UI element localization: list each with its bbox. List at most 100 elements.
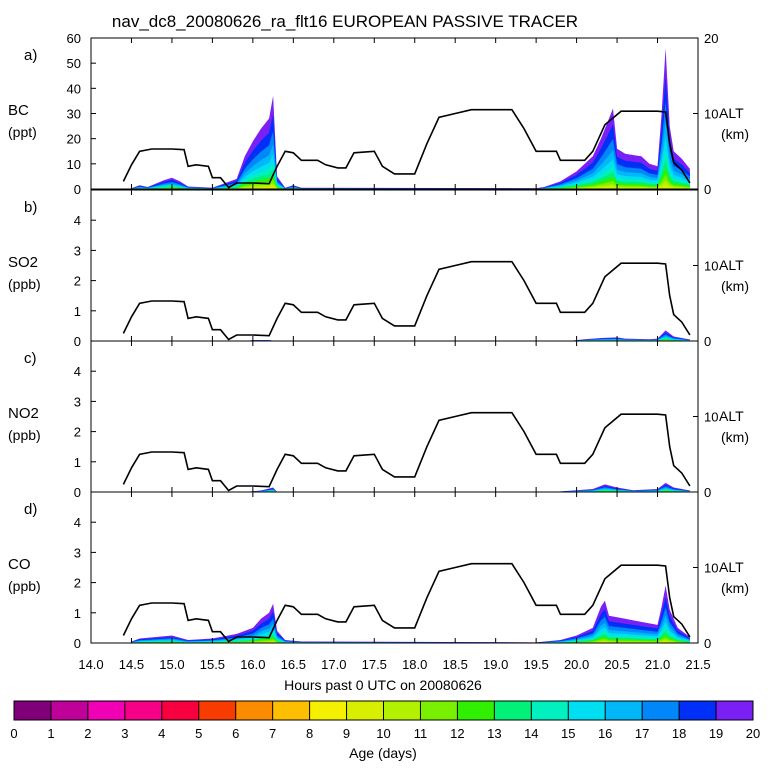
x-tick-label: 21.0 xyxy=(645,657,670,672)
alt-tick-label: 0 xyxy=(704,182,711,197)
x-axis: 14.0 14.5 15.0 15.5 16.0 16.5 17.0 17.5 18.0 18.5… xyxy=(78,657,710,672)
colorbar-swatch xyxy=(642,701,680,720)
species-label: NO2 xyxy=(8,405,39,422)
y-tick-label: 1 xyxy=(74,455,81,470)
y-tick-label: 60 xyxy=(67,31,81,46)
colorbar-swatch xyxy=(716,701,754,720)
colorbar-swatch xyxy=(124,701,163,720)
x-tick-label: 18.5 xyxy=(443,657,468,672)
x-tick-label: 18.0 xyxy=(402,657,427,672)
y-tick-label: 0 xyxy=(74,334,81,349)
colorbar-tick-label: 7 xyxy=(269,726,276,741)
colorbar-tick-label: 16 xyxy=(598,726,612,741)
colorbar-swatch xyxy=(568,701,606,720)
colorbar-swatch xyxy=(272,701,311,720)
unit-label: (ppb) xyxy=(8,427,41,443)
alt-axis-unit: (km) xyxy=(721,126,749,142)
y-tick-label: 10 xyxy=(67,157,81,172)
panel-letter: b) xyxy=(24,199,37,216)
panel-letter: d) xyxy=(24,501,37,518)
alt-axis-label: ALT xyxy=(719,408,744,424)
x-tick-label: 19.5 xyxy=(523,657,548,672)
colorbar-tick-label: 14 xyxy=(524,726,538,741)
altitude-line xyxy=(122,108,691,189)
altitude-line xyxy=(122,260,691,341)
colorbar-tick-label: 11 xyxy=(414,726,428,741)
colorbar-swatch xyxy=(383,701,421,720)
tracer-layer-10 xyxy=(131,184,690,189)
x-tick-label: 16.5 xyxy=(281,657,306,672)
alt-tick-label: 20 xyxy=(704,31,718,46)
y-tick-label: 1 xyxy=(74,606,81,621)
alt-tick-label: 10 xyxy=(704,410,718,425)
x-tick-label: 17.5 xyxy=(362,657,387,672)
colorbar-swatch xyxy=(161,701,200,720)
alt-tick-label: 10 xyxy=(704,561,718,576)
y-tick-label: 2 xyxy=(74,576,81,591)
x-axis-label: Hours past 0 UTC on 20080626 xyxy=(284,677,482,693)
y-tick-label: 3 xyxy=(74,394,81,409)
panels-group: 010203040506001020ALT(km)a)BC(ppt)012340… xyxy=(8,31,749,651)
colorbar-swatch xyxy=(309,701,348,720)
alt-axis-label: ALT xyxy=(719,559,744,575)
y-tick-label: 40 xyxy=(67,81,81,96)
colorbar-swatch xyxy=(87,701,126,720)
y-tick-label: 20 xyxy=(67,132,81,147)
colorbar-tick-label: 0 xyxy=(10,726,17,741)
species-label: BC xyxy=(8,102,29,119)
colorbar-tick-label: 2 xyxy=(84,726,91,741)
y-tick-label: 3 xyxy=(74,545,81,560)
species-label: CO xyxy=(8,556,31,573)
alt-tick-label: 0 xyxy=(704,334,711,349)
y-tick-label: 2 xyxy=(74,274,81,289)
panel-letter: c) xyxy=(24,350,37,367)
y-tick-label: 2 xyxy=(74,425,81,440)
panel-frame xyxy=(90,340,699,493)
alt-tick-label: 0 xyxy=(704,636,711,651)
x-tick-label: 14.5 xyxy=(119,657,144,672)
colorbar-swatch xyxy=(14,701,52,720)
altitude-line xyxy=(122,411,691,492)
alt-axis-label: ALT xyxy=(719,105,744,121)
colorbar-tick-label: 9 xyxy=(343,726,350,741)
colorbar-swatch xyxy=(457,701,495,720)
colorbar-swatch xyxy=(531,701,569,720)
panel-letter: a) xyxy=(24,47,37,64)
y-tick-label: 50 xyxy=(67,56,81,71)
x-tick-label: 15.5 xyxy=(200,657,225,672)
x-tick-label: 21.5 xyxy=(685,657,710,672)
y-tick-label: 1 xyxy=(74,304,81,319)
x-tick-label: 17.0 xyxy=(321,657,346,672)
chart-title: nav_dc8_20080626_ra_flt16 EUROPEAN PASSI… xyxy=(112,12,578,31)
panel-bc: 0 10 20 30 40 50 60 0 10 20 ALT (km) a) BC (ppt) xyxy=(8,31,749,197)
y-tick-label: 4 xyxy=(74,213,81,228)
unit-label: (ppt) xyxy=(8,124,37,140)
alt-tick-label: 10 xyxy=(704,107,718,122)
colorbar-tick-label: 8 xyxy=(306,726,313,741)
colorbar-tick-label: 19 xyxy=(709,726,723,741)
colorbar-tick-label: 6 xyxy=(232,726,239,741)
alt-axis-unit: (km) xyxy=(721,429,749,445)
species-label: SO2 xyxy=(8,254,38,271)
panel-frame xyxy=(90,189,699,342)
altitude-line xyxy=(122,562,691,643)
x-tick-label: 20.0 xyxy=(564,657,589,672)
y-tick-label: 30 xyxy=(67,107,81,122)
colorbar-tick-label: 20 xyxy=(746,726,760,741)
colorbar-swatch xyxy=(494,701,532,720)
colorbar-tick-label: 5 xyxy=(195,726,202,741)
colorbar-swatch xyxy=(198,701,237,720)
alt-axis-unit: (km) xyxy=(721,278,749,294)
colorbar-swatch xyxy=(420,701,458,720)
colorbar-tick-label: 13 xyxy=(487,726,501,741)
colorbar-swatch xyxy=(50,701,89,720)
alt-tick-label: 10 xyxy=(704,259,718,274)
colorbar-tick-label: 4 xyxy=(158,726,165,741)
unit-label: (ppb) xyxy=(8,578,41,594)
colorbar-swatch xyxy=(235,701,274,720)
y-tick-label: 0 xyxy=(74,636,81,651)
panel-so2: 0 1 2 3 4 0 10 ALT (km) b) SO2 (ppb) xyxy=(8,189,749,349)
y-tick-label: 0 xyxy=(74,182,81,197)
colorbar-tick-label: 18 xyxy=(672,726,686,741)
